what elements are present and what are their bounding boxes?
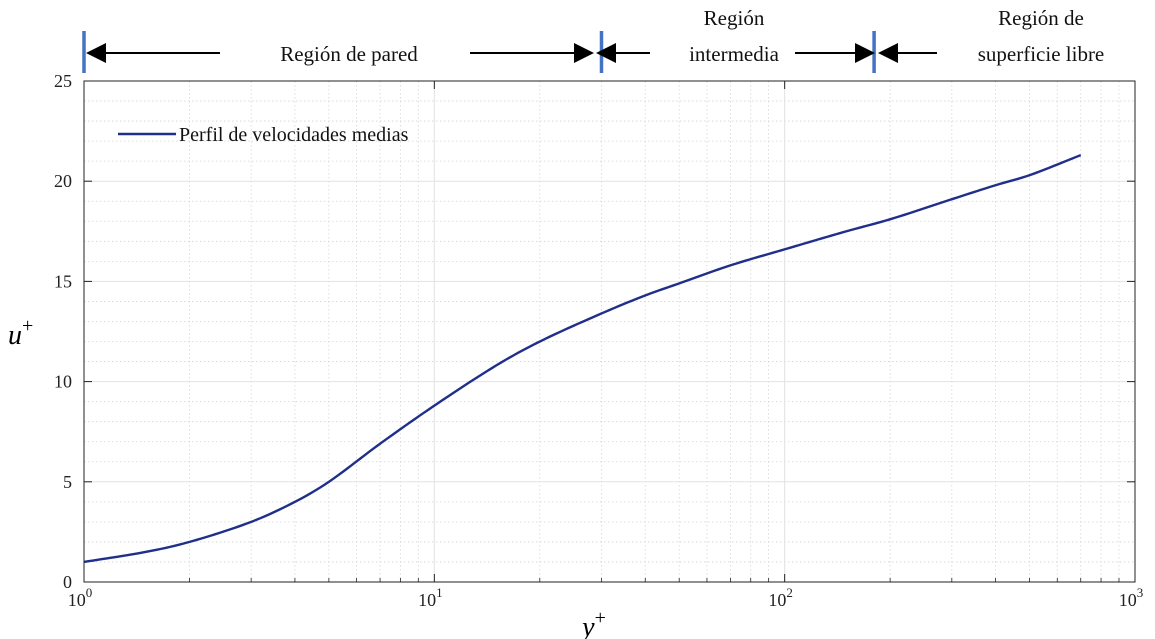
y-tick-label: 10 — [54, 372, 72, 392]
region-label: Región de pared — [280, 42, 418, 66]
x-tick-label: 102 — [768, 585, 793, 610]
x-tick-label: 103 — [1119, 585, 1144, 610]
y-axis-label: u+ — [8, 315, 33, 351]
region-label: Región — [704, 6, 765, 30]
x-axis-label: y+ — [579, 607, 606, 639]
legend: Perfil de velocidades medias — [118, 124, 409, 146]
legend-entry-label: Perfil de velocidades medias — [179, 124, 409, 146]
series-line-velocity-profile — [84, 155, 1081, 562]
region-label: Región de — [998, 6, 1084, 30]
region-label: intermedia — [689, 42, 779, 66]
y-tick-label: 5 — [63, 472, 72, 492]
y-tick-label: 15 — [54, 271, 72, 291]
region-label: superficie libre — [978, 42, 1105, 66]
grid — [84, 81, 1135, 582]
region-annotations: Región de pared Región intermedia Región de… — [84, 6, 1104, 73]
y-tick-label: 0 — [63, 572, 72, 592]
x-tick-label: 101 — [418, 585, 443, 610]
axis-labels: y+ u+ — [8, 315, 606, 639]
plot-frame — [84, 81, 1135, 582]
y-tick-label: 20 — [54, 171, 72, 191]
series-layer — [84, 155, 1081, 562]
y-tick-label: 25 — [54, 71, 72, 91]
